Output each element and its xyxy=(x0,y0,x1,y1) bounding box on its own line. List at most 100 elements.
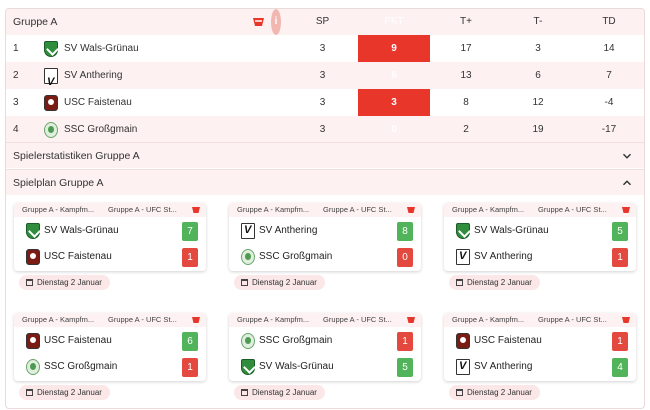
match-category: Gruppe A - UFC St... xyxy=(538,315,607,324)
away-team-line: SSC Großgmain 1 xyxy=(22,356,198,378)
match-card[interactable]: Gruppe A - Kampfm... Gruppe A - UFC St..… xyxy=(444,203,636,271)
v-letter-crest-icon xyxy=(456,249,470,265)
match-card[interactable]: Gruppe A - Kampfm... Gruppe A - UFC St..… xyxy=(229,313,421,381)
goals-against: 12 xyxy=(532,97,544,108)
v-letter-crest-icon xyxy=(241,223,255,239)
goals-against: 3 xyxy=(535,43,541,54)
goal-difference: 14 xyxy=(603,43,615,54)
team-name: SSC Großgmain xyxy=(64,124,138,135)
goals-for: 17 xyxy=(460,43,472,54)
match-card-header: Gruppe A - Kampfm... Gruppe A - UFC St..… xyxy=(444,203,636,217)
header-td[interactable]: TD xyxy=(602,16,616,27)
team-name: SV Anthering xyxy=(64,70,123,81)
away-team-name: SV Wals-Grünau xyxy=(259,361,334,372)
match-card[interactable]: Gruppe A - Kampfm... Gruppe A - UFC St..… xyxy=(229,203,421,271)
match-date-chip[interactable]: Dienstag 2 Januar xyxy=(449,385,540,400)
match-date-chip[interactable]: Dienstag 2 Januar xyxy=(19,385,110,400)
match-card[interactable]: Gruppe A - Kampfm... Gruppe A - UFC St..… xyxy=(444,313,636,381)
away-team-name: SSC Großgmain xyxy=(44,361,118,372)
match-category: Gruppe A - UFC St... xyxy=(108,205,177,214)
green-shield-crest-icon xyxy=(456,223,470,239)
points: 0 xyxy=(391,124,397,135)
team-cell[interactable]: SV Wals-Grünau xyxy=(44,35,139,62)
league-logo-icon xyxy=(192,317,200,323)
match-date-chip[interactable]: Dienstag 2 Januar xyxy=(449,275,540,290)
away-team-name: USC Faistenau xyxy=(44,251,112,262)
league-logo-icon xyxy=(192,207,200,213)
match-category: Gruppe A - Kampfm... xyxy=(452,315,525,324)
home-score: 7 xyxy=(182,222,198,241)
match-date-chip[interactable]: Dienstag 2 Januar xyxy=(234,385,325,400)
group-panel: Gruppe A i SP PKT T+ T- TD 1 SV Wals-Grü… xyxy=(5,8,645,409)
match-category: Gruppe A - Kampfm... xyxy=(237,315,310,324)
calendar-icon xyxy=(26,389,33,396)
table-row[interactable]: 2 SV Anthering 3 6 13 6 7 xyxy=(6,62,644,96)
rank: 2 xyxy=(13,70,19,81)
home-score: 5 xyxy=(612,222,628,241)
match-date: Dienstag 2 Januar xyxy=(252,388,317,397)
header-sp[interactable]: SP xyxy=(315,16,330,27)
home-team-line: SV Anthering 8 xyxy=(237,220,413,242)
home-score: 1 xyxy=(397,332,413,351)
match-date-chip[interactable]: Dienstag 2 Januar xyxy=(19,275,110,290)
player-stats-label: Spielerstatistiken Gruppe A xyxy=(13,150,140,162)
table-row[interactable]: 1 SV Wals-Grünau 3 9 17 3 14 xyxy=(6,35,644,62)
goals-against: 6 xyxy=(535,70,541,81)
red-shield-crest-icon xyxy=(26,249,40,265)
match-category: Gruppe A - UFC St... xyxy=(323,205,392,214)
home-team-name: SV Wals-Grünau xyxy=(44,225,119,236)
home-team-name: SSC Großgmain xyxy=(259,335,333,346)
team-cell[interactable]: SV Anthering xyxy=(44,62,123,96)
table-row[interactable]: 3 USC Faistenau 3 3 8 12 -4 xyxy=(6,89,644,116)
league-logo-icon xyxy=(407,207,415,213)
match-card-header: Gruppe A - Kampfm... Gruppe A - UFC St..… xyxy=(14,203,206,217)
match-card-header: Gruppe A - Kampfm... Gruppe A - UFC St..… xyxy=(229,313,421,327)
header-pkt[interactable]: PKT xyxy=(384,16,404,27)
match-date: Dienstag 2 Januar xyxy=(37,388,102,397)
points: 3 xyxy=(391,97,397,108)
table-row[interactable]: 4 SSC Großgmain 3 0 2 19 -17 xyxy=(6,116,644,143)
v-letter-crest-icon xyxy=(44,67,58,96)
round-green-crest-icon xyxy=(241,249,255,265)
round-green-crest-icon xyxy=(26,359,40,375)
match-card-header: Gruppe A - Kampfm... Gruppe A - UFC St..… xyxy=(229,203,421,217)
header-tplus[interactable]: T+ xyxy=(460,16,472,27)
calendar-icon xyxy=(241,279,248,286)
league-logo-icon xyxy=(253,18,264,26)
calendar-icon xyxy=(26,279,33,286)
away-team-name: SV Anthering xyxy=(474,361,533,372)
team-cell[interactable]: SSC Großgmain xyxy=(44,116,137,143)
calendar-icon xyxy=(456,389,463,396)
schedule-accordion[interactable]: Spielplan Gruppe A xyxy=(6,169,644,195)
home-team-line: SV Wals-Grünau 5 xyxy=(452,220,628,242)
away-score: 1 xyxy=(182,248,198,267)
home-score: 1 xyxy=(612,332,628,351)
team-name: USC Faistenau xyxy=(64,97,132,108)
info-icon[interactable]: i xyxy=(271,9,281,35)
away-team-line: USC Faistenau 1 xyxy=(22,246,198,268)
away-score: 1 xyxy=(182,358,198,377)
match-date-chip[interactable]: Dienstag 2 Januar xyxy=(234,275,325,290)
match-card[interactable]: Gruppe A - Kampfm... Gruppe A - UFC St..… xyxy=(14,203,206,271)
team-cell[interactable]: USC Faistenau xyxy=(44,89,132,116)
away-team-name: SV Anthering xyxy=(474,251,533,262)
home-team-line: SV Wals-Grünau 7 xyxy=(22,220,198,242)
home-team-line: USC Faistenau 1 xyxy=(452,330,628,352)
rank: 4 xyxy=(13,124,19,135)
match-category: Gruppe A - Kampfm... xyxy=(452,205,525,214)
player-stats-accordion[interactable]: Spielerstatistiken Gruppe A xyxy=(6,142,644,168)
home-team-name: USC Faistenau xyxy=(44,335,112,346)
games-played: 3 xyxy=(319,124,326,135)
match-date: Dienstag 2 Januar xyxy=(467,278,532,287)
league-logo-icon xyxy=(407,317,415,323)
games-played: 3 xyxy=(319,70,326,81)
chevron-up-icon[interactable] xyxy=(622,178,632,188)
chevron-down-icon[interactable] xyxy=(622,151,632,161)
header-tminus[interactable]: T- xyxy=(533,16,543,27)
home-team-name: USC Faistenau xyxy=(474,335,542,346)
match-card[interactable]: Gruppe A - Kampfm... Gruppe A - UFC St..… xyxy=(14,313,206,381)
match-date: Dienstag 2 Januar xyxy=(37,278,102,287)
v-letter-crest-icon xyxy=(456,359,470,375)
goal-difference: 7 xyxy=(606,70,612,81)
match-date: Dienstag 2 Januar xyxy=(467,388,532,397)
